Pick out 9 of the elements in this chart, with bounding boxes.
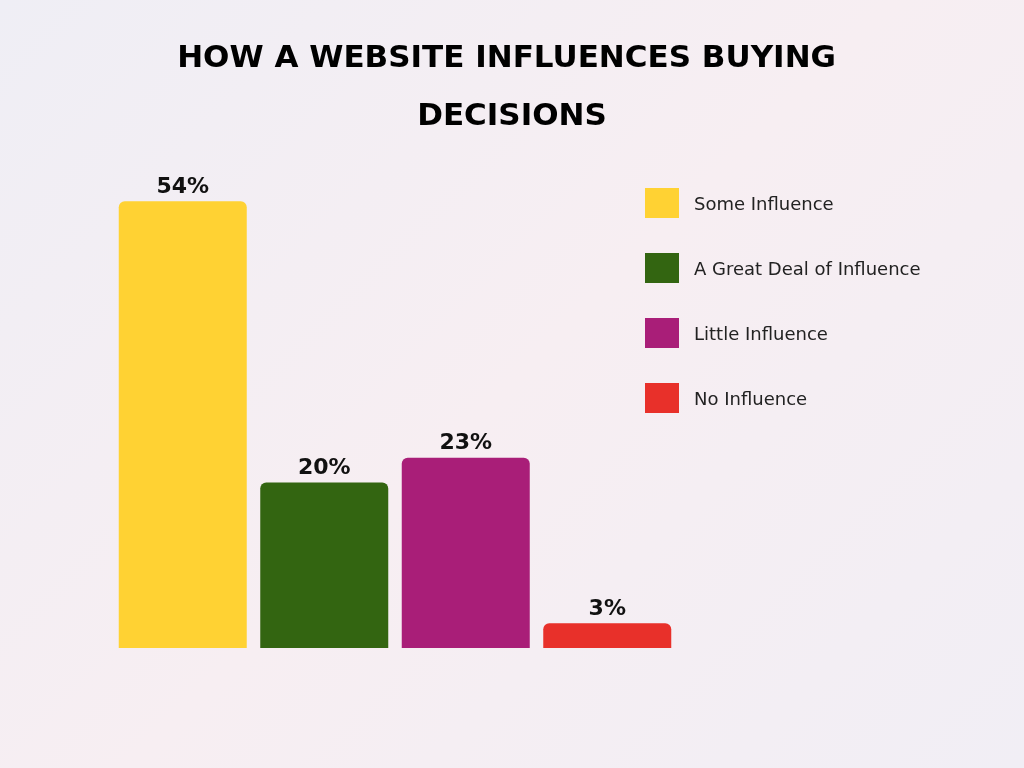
data-label: 54% (156, 172, 210, 198)
data-label: 3% (588, 594, 626, 620)
legend-label: No Influence (694, 387, 808, 409)
data-label: 20% (297, 454, 351, 480)
legend-label: Some Influence (694, 192, 834, 214)
legend-label: A Great Deal of Influence (694, 257, 921, 279)
data-label: 23% (439, 429, 493, 455)
legend-label: Little Influence (694, 322, 828, 344)
chart-title: HOW A WEBSITE INFLUENCES BUYING DECISIONS (177, 38, 847, 132)
